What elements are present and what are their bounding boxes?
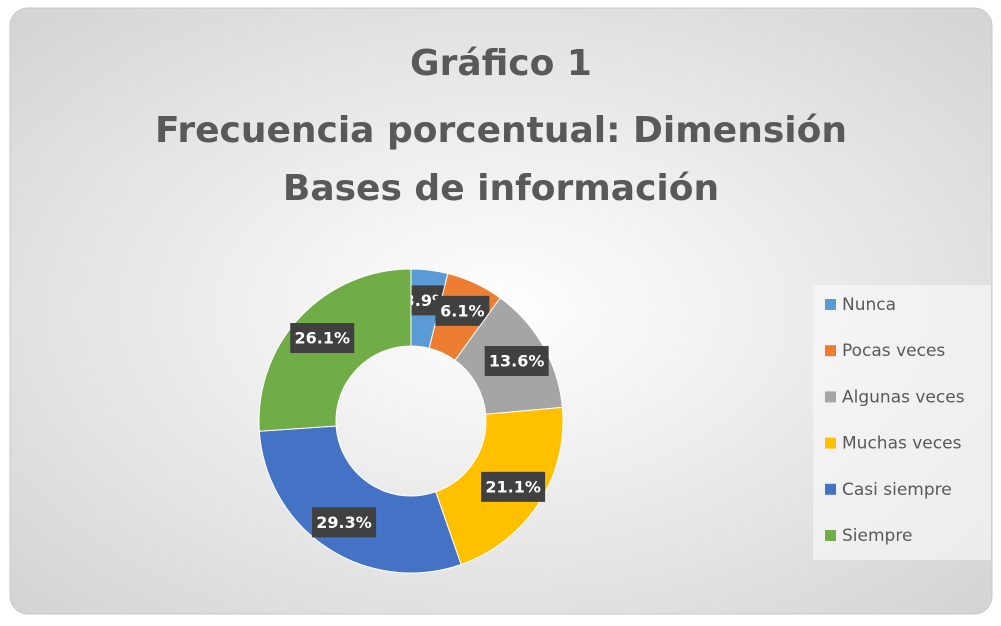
legend-label: Nunca — [842, 295, 896, 315]
data-label-box — [312, 507, 377, 538]
data-label: 29.3% — [316, 513, 372, 532]
chart-title: Gráfico 1 — [410, 43, 592, 84]
legend-label: Pocas veces — [842, 341, 945, 361]
legend-label: Siempre — [842, 526, 912, 546]
data-label: 21.1% — [485, 477, 541, 496]
chart-title: Bases de información — [283, 168, 719, 209]
data-label-box — [290, 323, 355, 354]
legend-swatch — [825, 391, 836, 403]
data-label-box — [435, 295, 490, 326]
data-label: 6.1% — [440, 301, 484, 320]
donut-slice — [258, 425, 462, 574]
legend-swatch — [825, 530, 836, 541]
data-label-box — [484, 346, 549, 377]
legend-swatch — [825, 345, 836, 357]
data-label: 26.1% — [294, 329, 350, 348]
legend-label: Muchas veces — [842, 434, 962, 454]
legend-background — [813, 285, 991, 560]
data-label-box — [481, 471, 546, 502]
legend-swatch — [825, 299, 836, 310]
data-label: 13.6% — [489, 352, 545, 371]
legend-label: Casi siempre — [842, 480, 952, 500]
legend-swatch — [825, 437, 836, 449]
legend-swatch — [825, 483, 836, 495]
legend-label: Algunas veces — [842, 387, 965, 407]
chart-title: Frecuencia porcentual: Dimensión — [155, 110, 847, 151]
